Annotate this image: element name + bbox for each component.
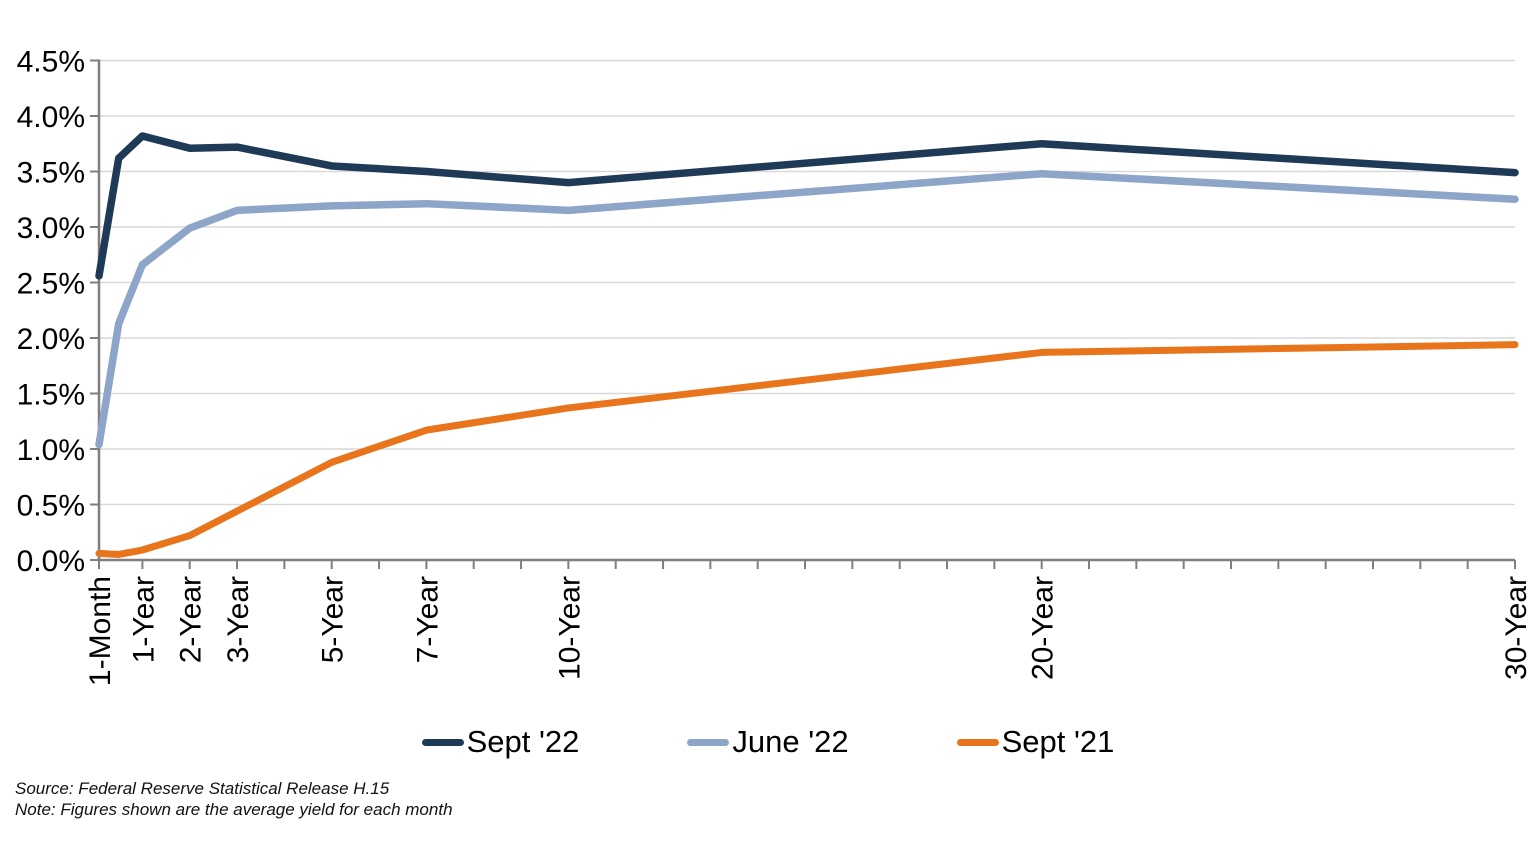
y-tick-label: 1.0% bbox=[17, 434, 85, 467]
x-tick-label: 20-Year bbox=[1027, 576, 1060, 680]
x-tick-label: 2-Year bbox=[175, 576, 208, 663]
y-tick-label: 2.0% bbox=[17, 323, 85, 356]
series-line-sept-21 bbox=[95, 341, 1519, 558]
y-tick-label: 1.5% bbox=[17, 379, 85, 412]
legend-item-sept-22: Sept '22 bbox=[421, 724, 580, 760]
legend-label: June '22 bbox=[732, 724, 849, 759]
series-line-june-22 bbox=[95, 169, 1519, 449]
legend: Sept '22 June '22 Sept '21 bbox=[0, 722, 1536, 762]
y-tick-label: 0.0% bbox=[17, 545, 85, 578]
x-tick-label: 30-Year bbox=[1500, 576, 1533, 680]
series-line-sept-22 bbox=[95, 132, 1519, 280]
legend-item-june-22: June '22 bbox=[687, 724, 849, 760]
y-tick-label: 4.5% bbox=[17, 46, 85, 79]
x-tick-label: 7-Year bbox=[411, 576, 444, 663]
x-tick-label: 5-Year bbox=[317, 576, 350, 663]
x-tick-label: 10-Year bbox=[553, 576, 586, 680]
footer-notes: Source: Federal Reserve Statistical Rele… bbox=[15, 778, 453, 820]
source-note: Source: Federal Reserve Statistical Rele… bbox=[15, 779, 390, 798]
legend-item-sept-21: Sept '21 bbox=[956, 724, 1115, 760]
y-tick-label: 0.5% bbox=[17, 490, 85, 523]
legend-label: Sept '22 bbox=[466, 724, 580, 759]
y-tick-label: 3.5% bbox=[17, 157, 85, 190]
x-tick-label: 1-Year bbox=[127, 576, 160, 663]
legend-marker bbox=[421, 738, 464, 746]
figure-note: Note: Figures shown are the average yiel… bbox=[15, 800, 453, 819]
legend-marker bbox=[687, 738, 730, 746]
y-tick-label: 3.0% bbox=[17, 212, 85, 245]
legend-label: Sept '21 bbox=[1001, 724, 1115, 759]
x-tick-label: 3-Year bbox=[222, 576, 255, 663]
legend-marker bbox=[956, 738, 999, 746]
y-tick-label: 4.0% bbox=[17, 101, 85, 134]
plot-area: 0.0% 0.5% 1.0% 1.5% 2.0% 2.5% 3.0% 3.5% 4.0% 4.5%… bbox=[17, 46, 1533, 687]
y-tick-label: 2.5% bbox=[17, 268, 85, 301]
x-tick-label: 1-Month bbox=[84, 576, 117, 686]
